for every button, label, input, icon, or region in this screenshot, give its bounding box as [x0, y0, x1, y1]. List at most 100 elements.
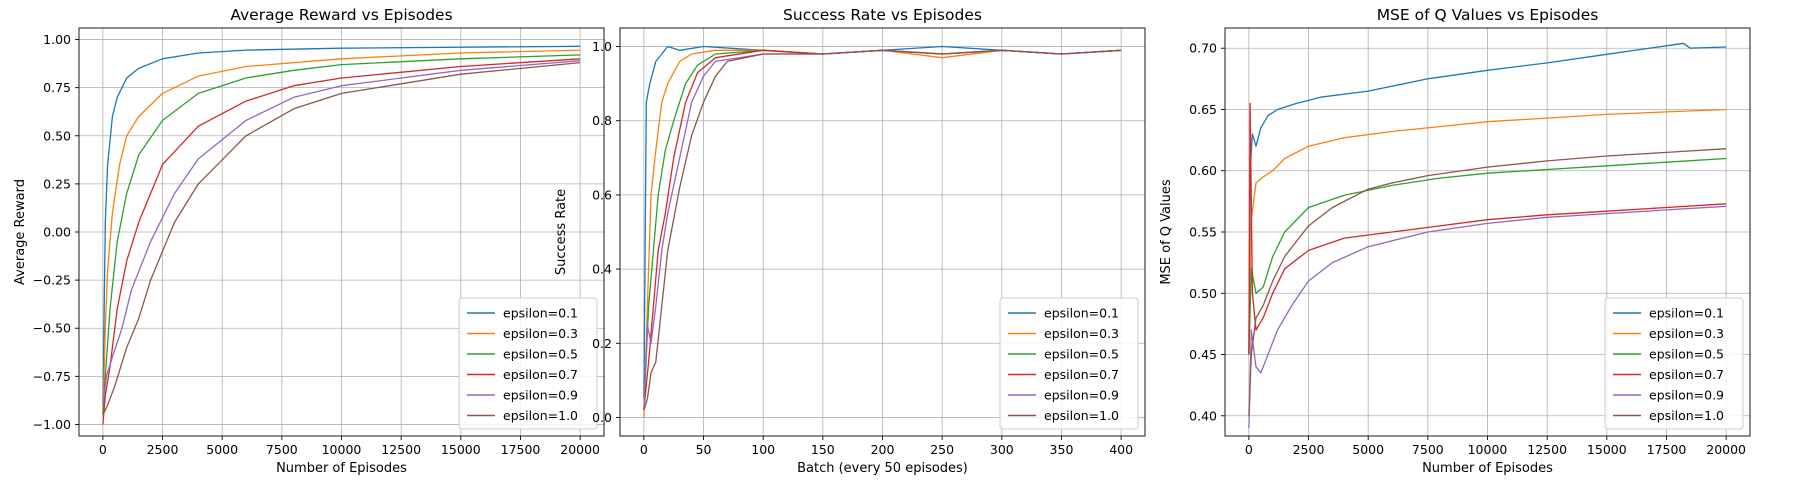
chart-panel-1: 0 2500 5000 7500 10000 12500 15000 17500 20000 −1… — [13, 6, 605, 476]
legend: epsilon=0.1 epsilon=0.3 epsilon=0.5 epsilon… — [458, 297, 598, 430]
x-tick-label: 350 — [1050, 442, 1074, 457]
chart-panel-2: 0 50 100 150 200 250 300 350 400 0.0 0.2 0.4 0.6 0.8 1… — [554, 6, 1146, 476]
legend-label: epsilon=0.9 — [1649, 388, 1724, 403]
x-tick-label: 2500 — [147, 442, 179, 457]
series-line-epsilon-0-1 — [102, 45, 581, 406]
x-tick-label: 200 — [871, 442, 895, 457]
x-tick-label: 50 — [696, 442, 712, 457]
legend-label: epsilon=0.7 — [1044, 367, 1119, 382]
series-line-epsilon-1-0 — [1248, 148, 1727, 416]
legend-label: epsilon=0.1 — [503, 306, 578, 321]
x-axis-label: Batch (every 50 episodes) — [797, 461, 968, 476]
y-tick-label: 0.0 — [592, 410, 612, 425]
legend-label: epsilon=0.9 — [503, 388, 578, 403]
legend-label: epsilon=1.0 — [1044, 408, 1119, 423]
x-tick-label: 15000 — [441, 442, 481, 457]
x-tick-label: 5000 — [206, 442, 238, 457]
legend-label: epsilon=0.7 — [1649, 367, 1724, 382]
y-tick-label: 0.70 — [1189, 41, 1217, 56]
series-line-epsilon-0-7 — [1248, 102, 1727, 355]
series-line-epsilon-0-9 — [102, 60, 581, 406]
series-line-epsilon-0-1 — [1248, 42, 1727, 355]
x-tick-label: 17500 — [501, 442, 541, 457]
legend-label: epsilon=0.5 — [503, 347, 578, 362]
x-tick-label: 20000 — [560, 442, 600, 457]
y-tick-label: 1.00 — [43, 32, 71, 47]
x-tick-label: 7500 — [266, 442, 298, 457]
series-line-epsilon-0-9 — [1248, 205, 1727, 429]
y-tick-label: 0.8 — [592, 113, 612, 128]
x-tick-label: 17500 — [1647, 442, 1687, 457]
y-axis-label: Success Rate — [554, 189, 569, 275]
x-tick-label: 0 — [640, 442, 648, 457]
series-line-epsilon-0-3 — [1248, 108, 1727, 355]
y-tick-label: 0.55 — [1189, 225, 1217, 240]
legend-label: epsilon=0.7 — [503, 367, 578, 382]
legend-label: epsilon=0.5 — [1044, 347, 1119, 362]
y-axis-label: Average Reward — [13, 179, 28, 285]
series-line-epsilon-0-5 — [1248, 157, 1727, 355]
y-tick-label: 1.0 — [592, 39, 612, 54]
y-tick-label: 0.6 — [592, 187, 612, 202]
x-tick-label: 15000 — [1587, 442, 1627, 457]
y-tick-label: 0.60 — [1189, 163, 1217, 178]
series-line-epsilon-1-0 — [102, 61, 581, 416]
y-tick-label: 0.4 — [592, 262, 612, 277]
x-tick-label: 0 — [1245, 442, 1253, 457]
series-line-epsilon-0-5 — [102, 54, 581, 415]
y-tick-label: −1.00 — [33, 417, 71, 432]
y-tick-label: 0.75 — [43, 80, 71, 95]
x-tick-label: 12500 — [1527, 442, 1567, 457]
legend-label: epsilon=1.0 — [503, 408, 578, 423]
x-tick-label: 400 — [1109, 442, 1133, 457]
y-tick-label: 0.65 — [1189, 102, 1217, 117]
legend-label: epsilon=0.3 — [1044, 326, 1119, 341]
x-tick-label: 2500 — [1293, 442, 1325, 457]
x-tick-label: 10000 — [322, 442, 362, 457]
x-axis-label: Number of Episodes — [1422, 461, 1553, 476]
x-tick-label: 100 — [751, 442, 775, 457]
chart-title: MSE of Q Values vs Episodes — [1377, 6, 1599, 24]
x-tick-label: 10000 — [1468, 442, 1508, 457]
series-line-epsilon-0-3 — [643, 49, 1122, 418]
x-tick-label: 300 — [990, 442, 1014, 457]
legend-box — [999, 297, 1139, 430]
y-tick-label: 0.40 — [1189, 408, 1217, 423]
legend-label: epsilon=0.3 — [1649, 326, 1724, 341]
x-tick-label: 12500 — [381, 442, 421, 457]
x-tick-label: 250 — [930, 442, 954, 457]
legend-box — [1604, 297, 1744, 430]
series-line-epsilon-0-3 — [102, 49, 581, 415]
legend: epsilon=0.1 epsilon=0.3 epsilon=0.5 epsilon… — [1604, 297, 1744, 430]
legend-label: epsilon=1.0 — [1649, 408, 1724, 423]
y-tick-label: −0.50 — [33, 321, 71, 336]
legend-label: epsilon=0.9 — [1044, 388, 1119, 403]
series-line-epsilon-1-0 — [643, 49, 1122, 411]
series-line-epsilon-0-1 — [643, 45, 1122, 399]
legend: epsilon=0.1 epsilon=0.3 epsilon=0.5 epsilon… — [999, 297, 1139, 430]
y-tick-label: 0.45 — [1189, 347, 1217, 362]
legend-label: epsilon=0.3 — [503, 326, 578, 341]
chart-title: Success Rate vs Episodes — [783, 6, 982, 24]
x-tick-label: 0 — [99, 442, 107, 457]
y-axis-label: MSE of Q Values — [1159, 179, 1174, 285]
x-tick-label: 20000 — [1706, 442, 1746, 457]
legend-label: epsilon=0.1 — [1649, 306, 1724, 321]
y-tick-label: 0.00 — [43, 225, 71, 240]
legend-label: epsilon=0.1 — [1044, 306, 1119, 321]
x-tick-label: 7500 — [1412, 442, 1444, 457]
y-tick-label: 0.50 — [1189, 286, 1217, 301]
y-tick-label: −0.25 — [33, 273, 71, 288]
x-tick-label: 150 — [811, 442, 835, 457]
chart-title: Average Reward vs Episodes — [230, 6, 452, 24]
y-tick-label: −0.75 — [33, 369, 71, 384]
y-tick-label: 0.50 — [43, 128, 71, 143]
legend-label: epsilon=0.5 — [1649, 347, 1724, 362]
chart-panel-3: 0 2500 5000 7500 10000 12500 15000 17500 20000 0.… — [1159, 6, 1751, 476]
x-tick-label: 5000 — [1352, 442, 1384, 457]
x-axis-label: Number of Episodes — [276, 461, 407, 476]
legend-box — [458, 297, 598, 430]
y-tick-label: 0.2 — [592, 336, 612, 351]
y-tick-label: 0.25 — [43, 176, 71, 191]
